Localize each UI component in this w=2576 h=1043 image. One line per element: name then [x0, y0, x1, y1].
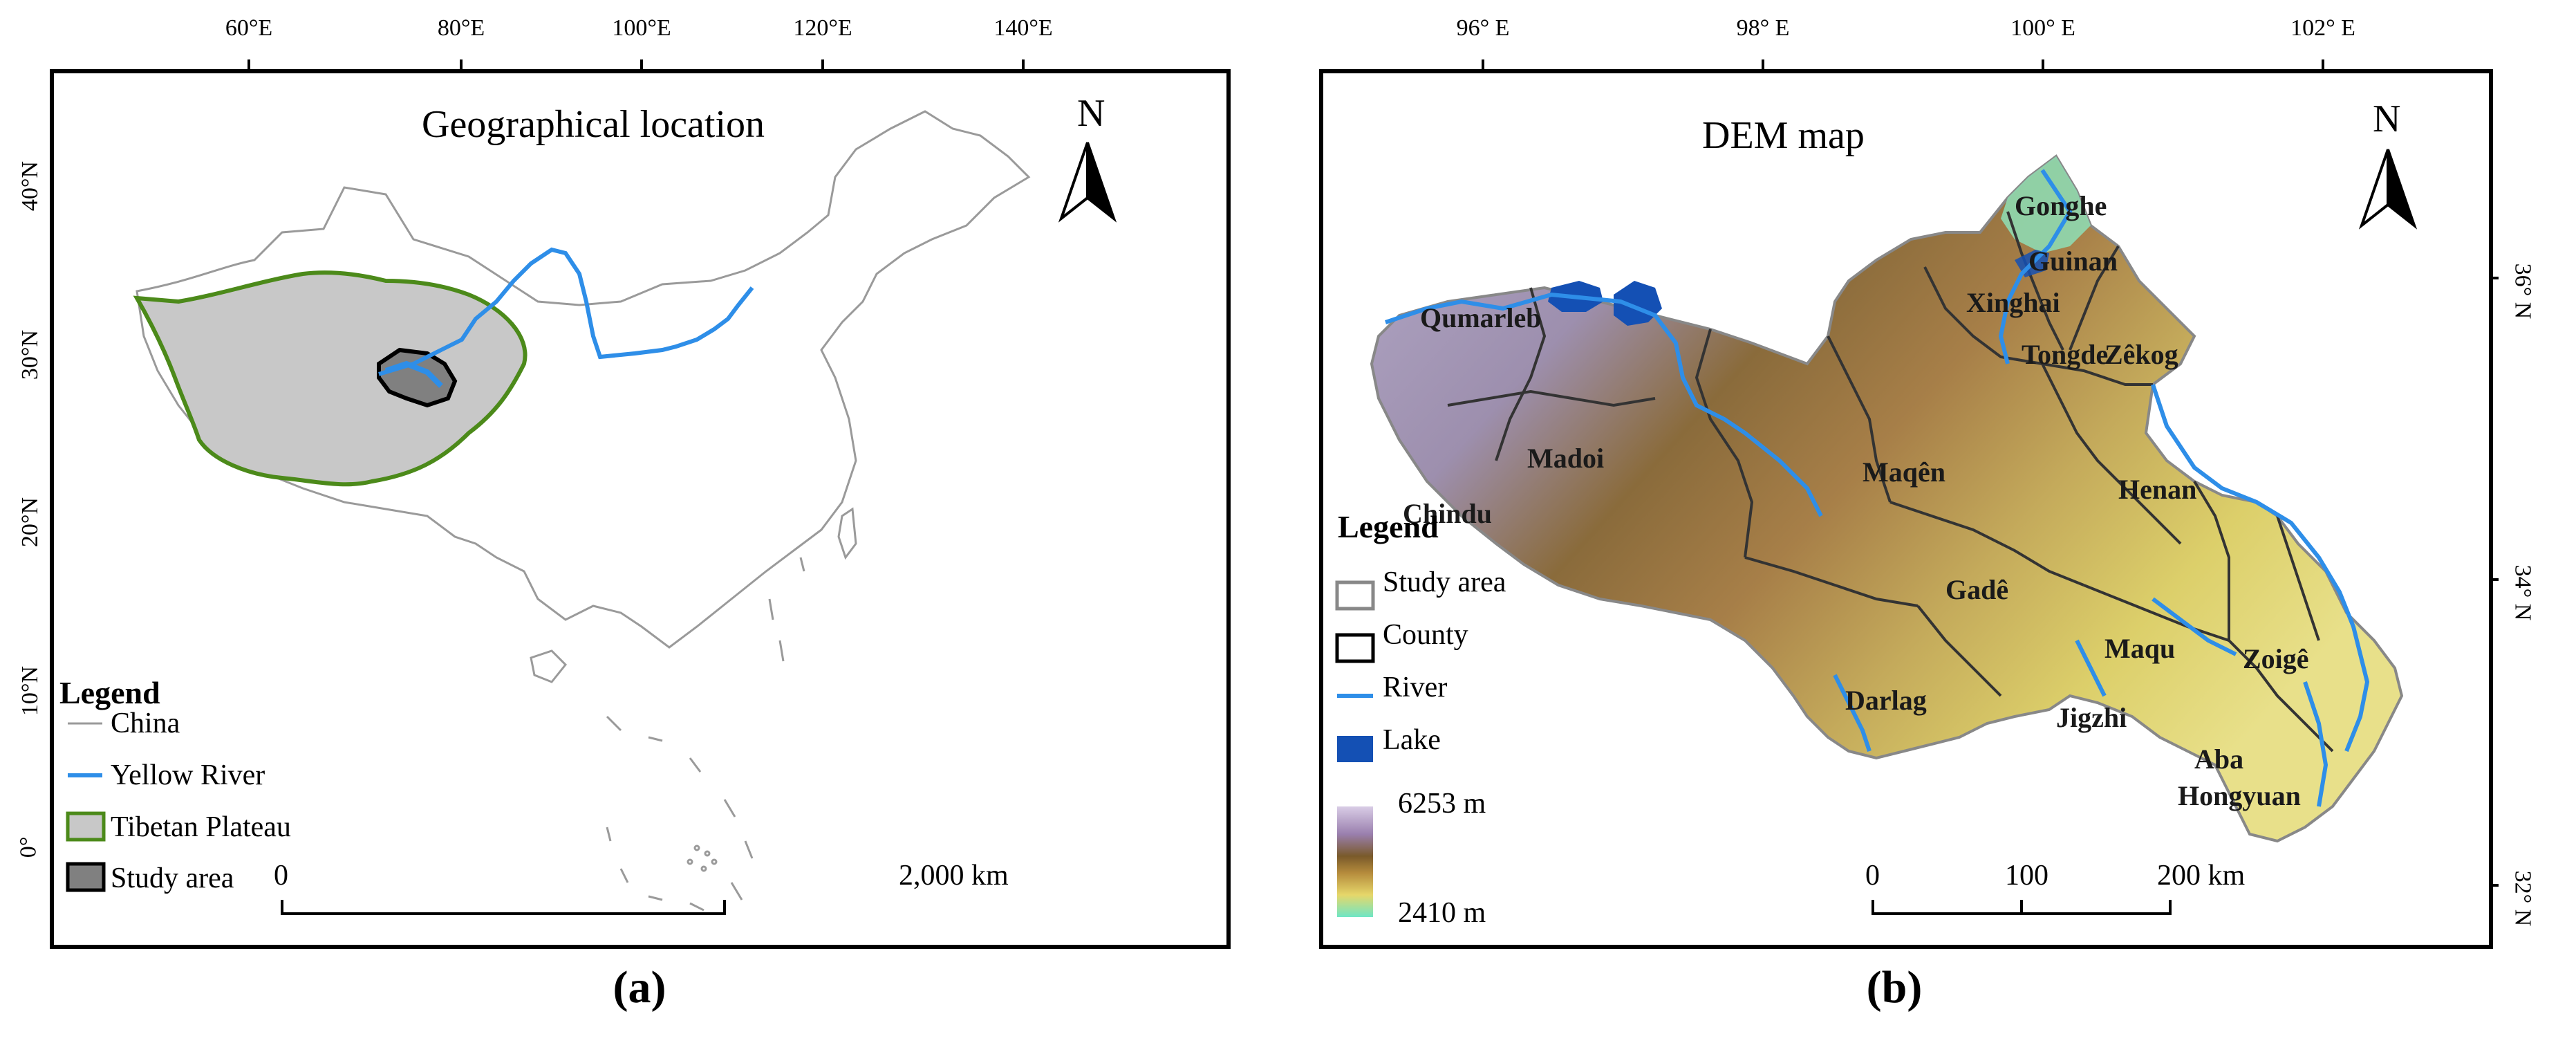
scale-end: 2,000 km: [899, 860, 1009, 892]
county-label: Gadê: [1945, 574, 2008, 605]
lon-tick: 96° E: [1456, 15, 1510, 41]
legend-elev-low: 2410 m: [1398, 897, 1486, 929]
china-outline: [136, 110, 1031, 649]
lat-tick: 34° N: [2510, 564, 2536, 621]
north-arrow-b: [2358, 149, 2418, 230]
county-labels: Gonghe Guinan Xinghai Tongde Zêkog Qumar…: [1403, 190, 2309, 811]
legend-elev-high: 6253 m: [1398, 788, 1486, 820]
legend-tibet-swatch: [66, 811, 106, 842]
county-label: Hongyuan: [2178, 780, 2301, 811]
county-label: Gonghe: [2015, 190, 2107, 221]
hainan-island: [530, 649, 568, 683]
county-label: Zoigê: [2243, 643, 2309, 674]
lon-tick: 140°E: [993, 15, 1053, 41]
lon-tick: 100° E: [2010, 15, 2075, 41]
county-label: Maqu: [2104, 633, 2175, 664]
dem-map: Gonghe Guinan Xinghai Tongde Zêkog Qumar…: [1335, 59, 2499, 917]
north-arrow-a: [1058, 142, 1117, 223]
lon-tick: 120°E: [793, 15, 852, 41]
caption-b: (b): [1866, 962, 1923, 1013]
yellow-river: [378, 247, 754, 376]
caption-a: (a): [613, 962, 666, 1013]
legend-county-swatch: [1335, 633, 1375, 663]
legend-study-area: Study area: [1383, 566, 1506, 598]
legend-river: River: [1383, 672, 1448, 703]
north-label: N: [2373, 98, 2401, 140]
legend-study-swatch: [1335, 580, 1375, 611]
frame-ticks: [1482, 59, 2499, 887]
lat-tick: 0°: [15, 836, 41, 858]
lat-tick: 10°N: [17, 665, 44, 717]
legend-study-area: Study area: [111, 862, 234, 894]
scale-bar-b: [1872, 900, 2172, 915]
legend-title: Legend: [59, 675, 160, 710]
map-frame: [50, 69, 1231, 949]
scale-start: 0: [274, 860, 288, 892]
china-map: [66, 59, 1117, 915]
county-label: Xinghai: [1966, 287, 2060, 318]
rivers: [1385, 169, 2370, 807]
legend-elevation-bar: [1337, 806, 1373, 917]
legend-symbols-b: [1335, 580, 1375, 917]
legend-lake-swatch: [1337, 736, 1373, 762]
lon-tick: 98° E: [1736, 15, 1790, 41]
county-boundaries: [1447, 211, 2334, 753]
county-label: Zêkog: [2104, 339, 2178, 370]
lat-tick: 30°N: [17, 329, 44, 380]
scale-start: 0: [1865, 860, 1880, 892]
county-label: Guinan: [2028, 246, 2118, 277]
county-label: Maqên: [1863, 456, 1945, 488]
frame-ticks: [248, 59, 1025, 69]
gonghe-low: [2001, 156, 2091, 253]
lon-tick: 60°E: [225, 15, 273, 41]
tibetan-plateau: [133, 270, 528, 487]
taiwan-island: [837, 507, 857, 560]
lon-tick: 80°E: [437, 15, 485, 41]
lon-tick: 102° E: [2290, 15, 2355, 41]
county-label: Qumarleb: [1420, 302, 1542, 333]
county-label: Jigzhi: [2056, 702, 2127, 733]
legend-title: Legend: [1338, 509, 1439, 544]
lat-tick: 40°N: [17, 160, 44, 212]
county-label: Aba: [2194, 744, 2243, 775]
lat-tick: 36° N: [2510, 263, 2536, 320]
study-area-dem: [1370, 154, 2404, 843]
legend-study-swatch: [66, 862, 106, 892]
legend-county: County: [1383, 619, 1468, 651]
legend-symbols-a: [66, 722, 106, 892]
scale-mid: 100: [2005, 860, 2048, 892]
south-sea-islands: [606, 557, 805, 912]
scale-end: 200 km: [2157, 860, 2246, 892]
county-label: Darlag: [1845, 685, 1927, 716]
legend-china: China: [111, 708, 180, 739]
lat-tick: 20°N: [17, 497, 44, 548]
map-title: Geographical location: [422, 103, 765, 146]
scale-bar-a: [281, 900, 726, 915]
legend-lake: Lake: [1383, 724, 1441, 756]
county-label: Madoi: [1527, 443, 1604, 474]
legend-tibetan-plateau: Tibetan Plateau: [111, 811, 291, 843]
county-label: Henan: [2118, 474, 2196, 505]
north-label: N: [1077, 92, 1105, 135]
county-label: Tongde: [2022, 339, 2108, 370]
lat-tick: 32° N: [2510, 870, 2536, 927]
lon-tick: 100°E: [612, 15, 671, 41]
county-label: Chindu: [1403, 498, 1492, 529]
map-title: DEM map: [1702, 114, 1865, 157]
legend-yellow-river: Yellow River: [111, 759, 265, 791]
